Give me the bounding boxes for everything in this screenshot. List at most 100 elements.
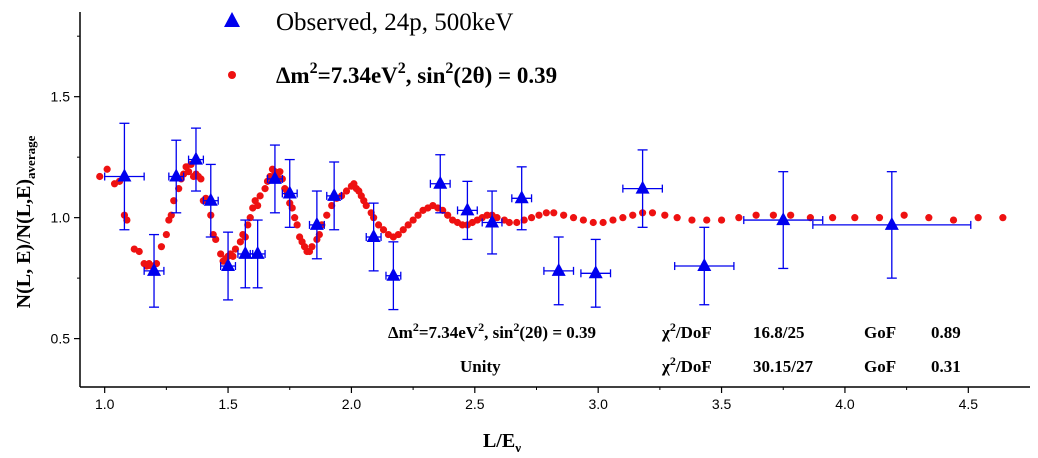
observed-point (202, 163, 219, 238)
stats-row1-gof-value: 0.89 (931, 323, 961, 342)
stats-row2-gof-value: 0.31 (931, 357, 961, 376)
fit-point (315, 230, 323, 239)
fit-point (513, 218, 521, 227)
fit-point (560, 211, 568, 219)
observed-point (365, 202, 382, 272)
fit-point (217, 250, 225, 258)
fit-point (256, 192, 264, 200)
observed-triangle (485, 214, 500, 228)
stats-table: Δm2=7.34eV2, sin2(2θ) = 0.39 χ2/DoF 16.8… (388, 320, 961, 376)
observed-triangle (635, 180, 650, 194)
observed-point (187, 127, 205, 192)
stats-row1-label: Δm2=7.34eV2, sin2(2θ) = 0.39 (388, 320, 596, 342)
stats-row2-chi-value: 30.15/27 (753, 357, 813, 376)
observed-triangle (386, 267, 401, 281)
observed-triangle (250, 245, 265, 259)
y-tick-label: 1.0 (51, 210, 71, 226)
observed-point (674, 226, 735, 306)
fit-point (323, 211, 331, 219)
fit-point (629, 211, 637, 219)
observed-point (326, 161, 343, 231)
observed-triangle (514, 190, 529, 204)
observed-point (622, 149, 663, 228)
observed-point (104, 122, 145, 231)
legend-observed-label: Observed, 24p, 500keV (276, 9, 513, 36)
fit-point (374, 221, 383, 229)
fit-point (293, 221, 301, 229)
observed-triangle (309, 216, 324, 230)
fit-point (244, 221, 252, 229)
fit-point (550, 209, 558, 217)
x-tick-label: 3.5 (712, 396, 732, 412)
observed-triangle (117, 168, 132, 182)
observed-point (249, 219, 266, 289)
fit-point (276, 168, 284, 176)
fit-point (157, 243, 166, 251)
fit-point (579, 216, 587, 224)
fit-point (589, 218, 597, 227)
fit-point (483, 211, 491, 219)
y-ticks: 0.5 1.0 1.5 (51, 35, 80, 347)
fit-point (291, 214, 299, 222)
x-ticks: 1.0 1.5 2.0 2.5 3.0 3.5 4.0 4.5 (95, 387, 978, 412)
fit-point (197, 175, 205, 183)
y-tick-label: 0.5 (51, 331, 71, 347)
observed-triangle (238, 245, 253, 259)
fit-point (925, 214, 933, 222)
observed-triangle (551, 262, 566, 276)
fit-point (787, 211, 795, 219)
x-tick-label: 3.0 (588, 396, 608, 412)
fit-point (527, 214, 536, 222)
observed-triangle (188, 151, 203, 165)
fit-point (404, 221, 412, 229)
observed-triangle (433, 175, 448, 189)
fit-point (103, 165, 111, 173)
observed-point (143, 233, 165, 308)
observed-point (308, 190, 325, 260)
observed-point (511, 166, 533, 231)
fit-point (688, 216, 696, 224)
fit-series (96, 160, 1007, 275)
fit-point (170, 197, 178, 205)
fit-point (175, 185, 183, 193)
fit-point (123, 216, 131, 224)
observed-triangle (203, 192, 218, 206)
x-axis-title: L/Eν (483, 430, 521, 455)
fit-point (569, 214, 578, 222)
observed-point (281, 158, 298, 228)
fit-point (236, 238, 244, 246)
fit-point (900, 211, 908, 219)
observed-point (481, 190, 503, 255)
fit-point (261, 185, 269, 193)
fit-point (362, 201, 370, 210)
observed-triangle (366, 229, 381, 242)
observed-triangle (776, 212, 791, 226)
y-axis-title: N(L, E)/N(L,E)average (13, 135, 38, 308)
x-tick-label: 4.0 (835, 396, 855, 412)
stats-row2-chi-label: χ2/DoF (661, 354, 712, 376)
observed-triangle (169, 168, 184, 182)
fit-point (599, 218, 607, 227)
x-tick-label: 2.0 (342, 396, 362, 412)
fit-point (231, 245, 240, 253)
legend: Observed, 24p, 500keV Δm2=7.34eV2, sin2(… (224, 9, 557, 88)
fit-point (414, 211, 422, 219)
fit-point (735, 214, 743, 222)
stats-row1-chi-label: χ2/DoF (661, 320, 712, 342)
stats-row2-label: Unity (460, 357, 501, 376)
stats-row1-chi-value: 16.8/25 (753, 323, 804, 342)
observed-triangle (282, 185, 297, 199)
fit-point (619, 214, 627, 222)
fit-point (703, 216, 711, 224)
fit-point (229, 252, 237, 260)
x-tick-label: 4.5 (959, 396, 979, 412)
fit-point (379, 226, 388, 234)
fit-point (661, 211, 669, 219)
observed-triangle (221, 258, 236, 272)
legend-circle-marker (228, 71, 236, 79)
y-tick-label: 1.5 (51, 89, 71, 105)
observed-point (812, 171, 972, 279)
observed-triangle (460, 202, 475, 216)
observed-triangle (327, 187, 342, 201)
fit-point (254, 201, 262, 210)
